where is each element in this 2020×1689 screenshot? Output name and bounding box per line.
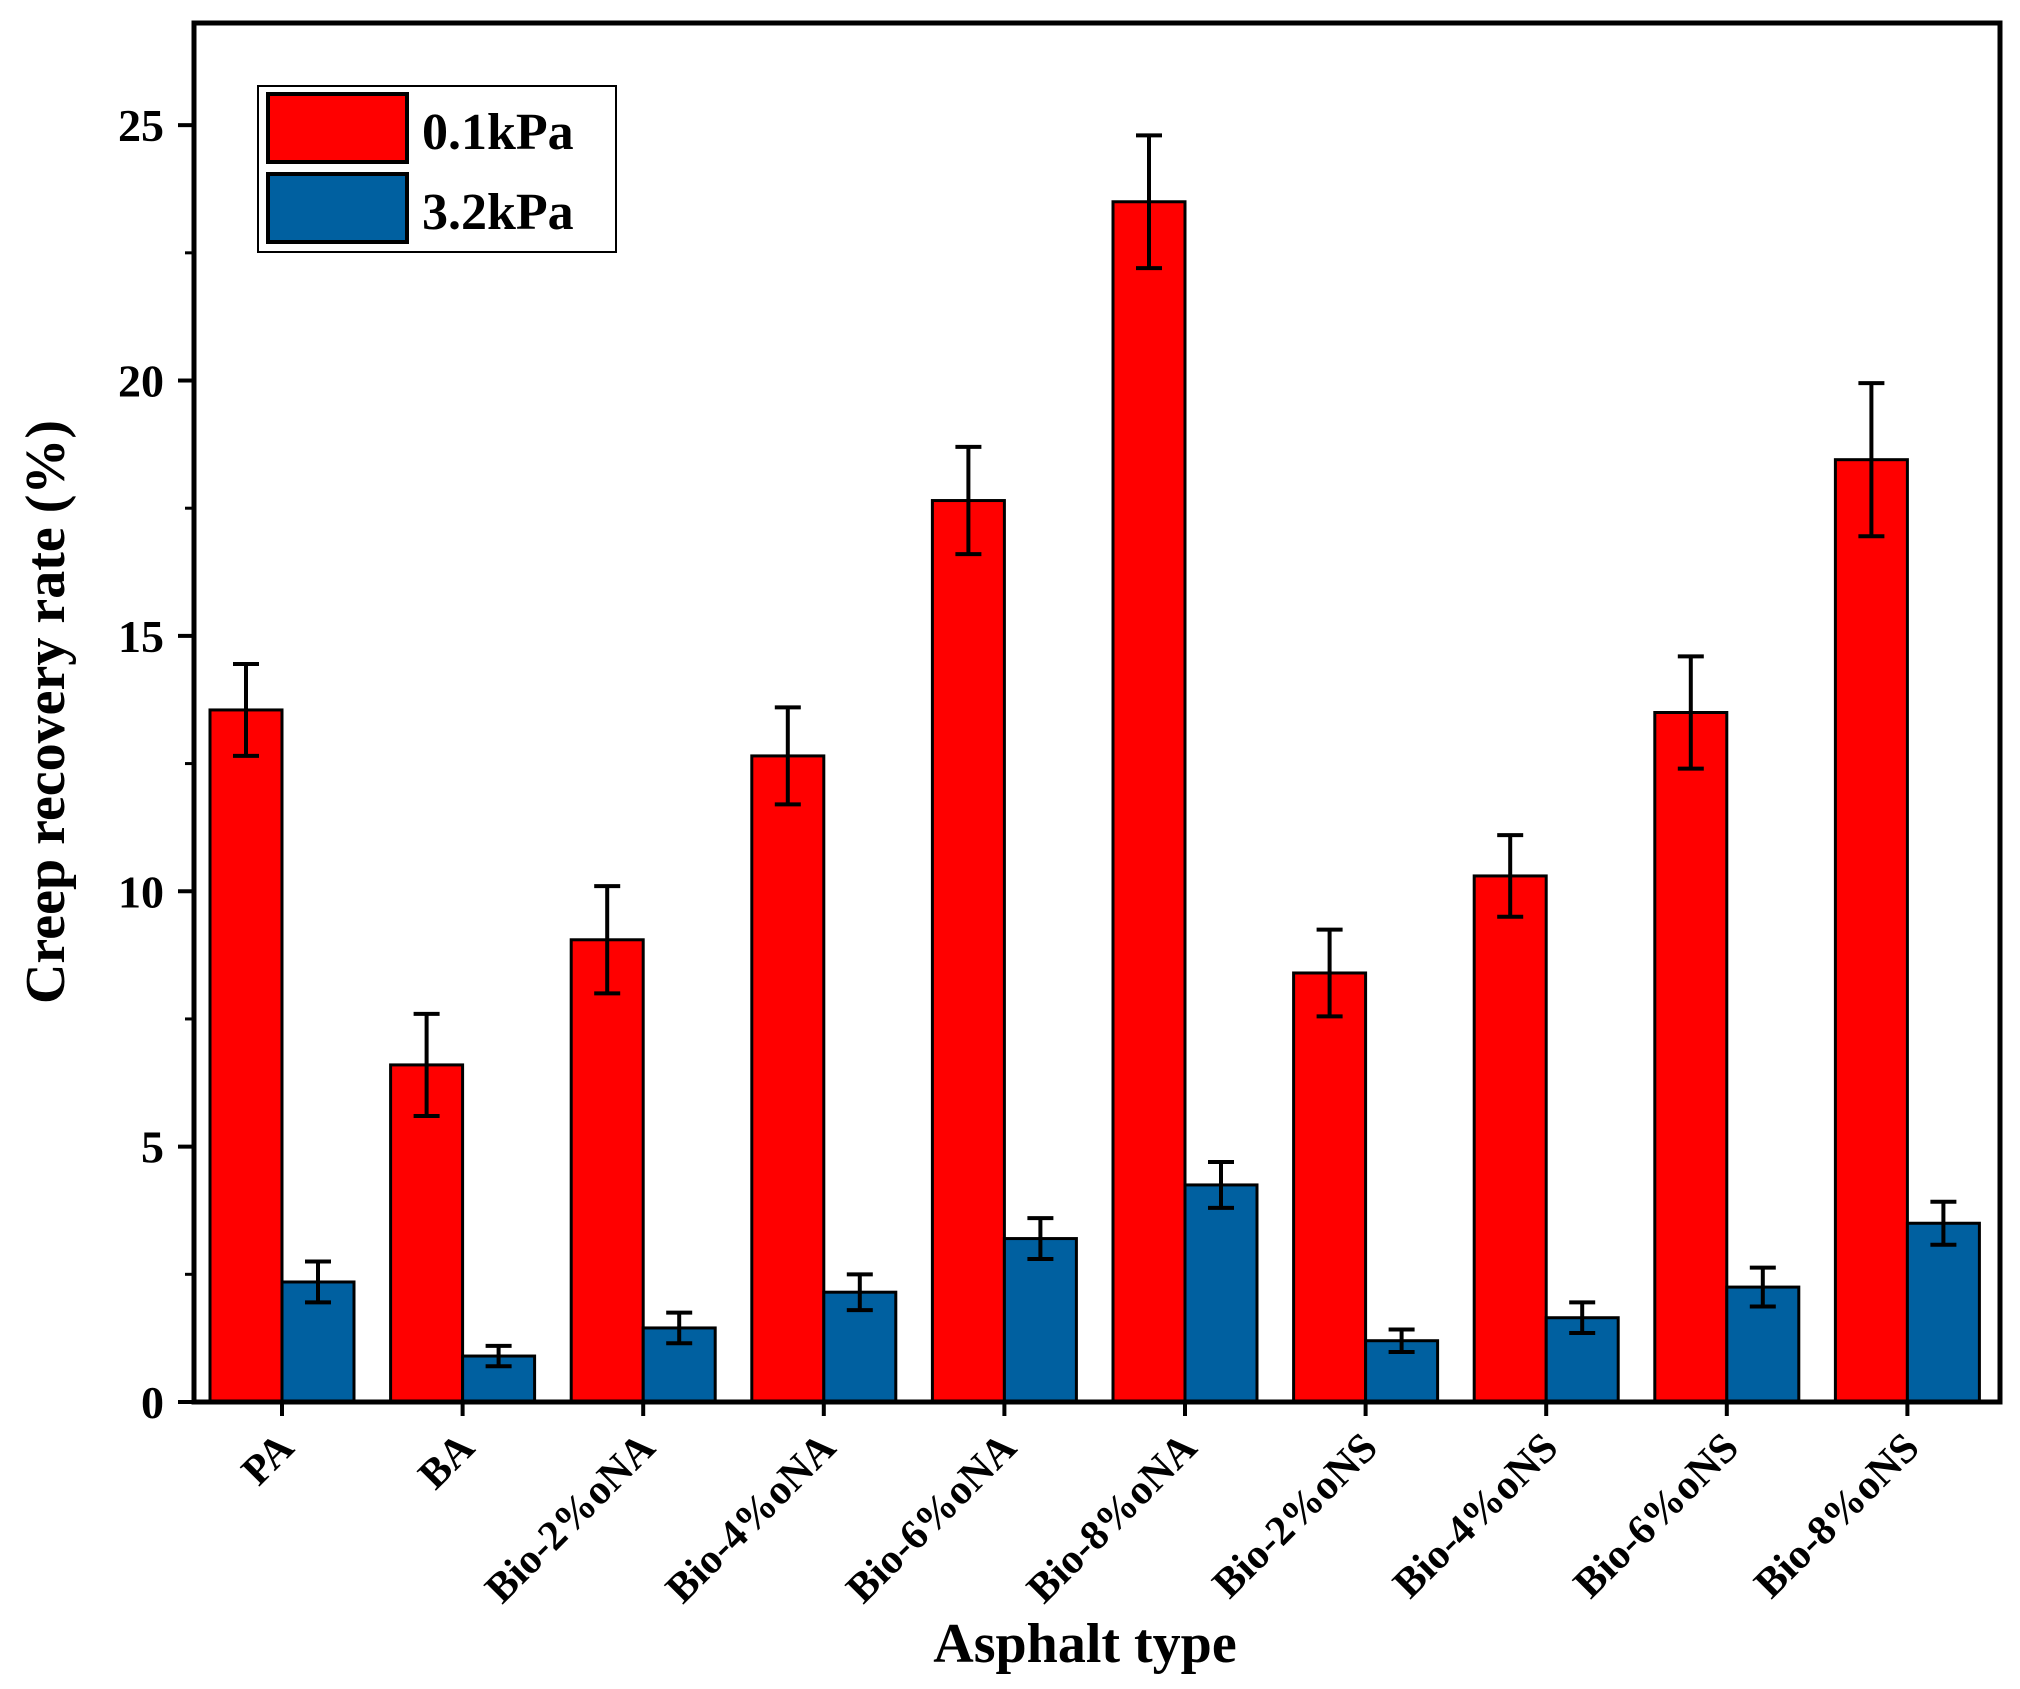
x-tick-label-pa: PA [233, 1424, 303, 1494]
x-tick-label-bio-2-ons: Bio-2%oNS [1204, 1425, 1387, 1608]
bar-0-1kpa-bio-8-ona [1111, 200, 1187, 1404]
error-bar-0-1kpa-bio-6-ons [1677, 654, 1704, 771]
y-tick-label-0: 0 [141, 1377, 164, 1428]
error-bar-0-1kpa-bio-4-ona [774, 705, 801, 807]
bar-0-1kpa-pa [208, 708, 284, 1404]
x-tick-label-bio-4-ons: Bio-4%oNS [1385, 1425, 1568, 1608]
error-bar-3-2kpa-bio-6-ona [1027, 1216, 1054, 1261]
error-bar-0-1kpa-bio-4-ons [1497, 833, 1524, 919]
x-axis-title: Asphalt type [933, 1613, 1236, 1675]
y-tick-label-15: 15 [118, 611, 164, 662]
x-tick-label-bio-8-ona: Bio-8%oNA [1018, 1424, 1206, 1612]
y-axis: 0 5 10 15 20 25 [118, 100, 194, 1428]
error-bar-3-2kpa-bio-8-ons [1930, 1199, 1957, 1247]
bars-layer [208, 200, 1981, 1404]
legend-label-0-1kpa: 0.1kPa [422, 104, 574, 161]
y-tick-label-5: 5 [141, 1122, 164, 1173]
error-bar-0-1kpa-bio-2-ona [594, 884, 621, 996]
legend-swatch-0-1kpa [266, 92, 409, 164]
bar-3-2kpa-bio-8-ona [1183, 1183, 1259, 1404]
x-tick-label-bio-6-ons: Bio-6%oNS [1565, 1425, 1748, 1608]
x-tick-label-ba: BA [410, 1424, 484, 1498]
error-bar-0-1kpa-ba [413, 1011, 440, 1118]
error-bar-3-2kpa-bio-4-ona [846, 1272, 873, 1313]
error-bar-3-2kpa-bio-6-ons [1749, 1265, 1776, 1309]
legend: 0.1kPa 3.2kPa [257, 85, 617, 253]
y-axis-title: Creep recovery rate (%) [15, 420, 77, 1004]
error-bar-0-1kpa-pa [233, 661, 259, 758]
y-tick-label-25: 25 [118, 100, 164, 151]
error-bar-3-2kpa-pa [305, 1259, 331, 1305]
x-tick-label-bio-4-ona: Bio-4%oNA [657, 1424, 845, 1612]
bar-3-2kpa-bio-2-ona [641, 1326, 717, 1404]
error-bar-3-2kpa-ba [485, 1343, 512, 1369]
error-bar-0-1kpa-bio-2-ons [1316, 927, 1343, 1019]
bar-0-1kpa-ba [389, 1063, 465, 1404]
bar-3-2kpa-bio-6-ona [1002, 1237, 1078, 1404]
error-bar-0-1kpa-bio-8-ona [1136, 133, 1162, 271]
error-bar-0-1kpa-bio-6-ona [955, 444, 982, 557]
x-axis: PA BABio-2%oNABio-4%oNABio-6%oNABio-8%oNA… [233, 1402, 1928, 1612]
bar-0-1kpa-bio-8-ons [1833, 458, 1909, 1404]
bar-0-1kpa-bio-4-ona [750, 754, 826, 1404]
x-tick-label-bio-2-ona: Bio-2%oNA [477, 1424, 665, 1612]
error-bars-layer [233, 133, 1957, 1369]
x-tick-label-bio-6-ona: Bio-6%oNA [838, 1424, 1026, 1612]
error-bar-3-2kpa-bio-4-ons [1569, 1300, 1596, 1336]
legend-swatch-3-2kpa [266, 172, 409, 244]
bar-0-1kpa-bio-2-ona [569, 938, 645, 1404]
bar-0-1kpa-bio-6-ons [1653, 711, 1729, 1404]
error-bar-0-1kpa-bio-8-ons [1858, 381, 1885, 539]
error-bar-3-2kpa-bio-2-ona [666, 1310, 693, 1346]
y-tick-label-10: 10 [118, 866, 164, 917]
bar-0-1kpa-bio-4-ons [1472, 874, 1548, 1404]
bar-3-2kpa-bio-8-ons [1905, 1221, 1981, 1404]
x-tick-label-bio-8-ons: Bio-8%oNS [1746, 1425, 1929, 1608]
error-bar-3-2kpa-bio-8-ona [1208, 1159, 1234, 1210]
legend-label-3-2kpa: 3.2kPa [422, 184, 574, 241]
error-bar-3-2kpa-bio-2-ons [1388, 1327, 1415, 1354]
bar-0-1kpa-bio-6-ona [930, 499, 1006, 1404]
y-tick-label-20: 20 [118, 356, 164, 407]
bar-0-1kpa-bio-2-ons [1292, 971, 1368, 1404]
plot-frame [191, 20, 2003, 1405]
